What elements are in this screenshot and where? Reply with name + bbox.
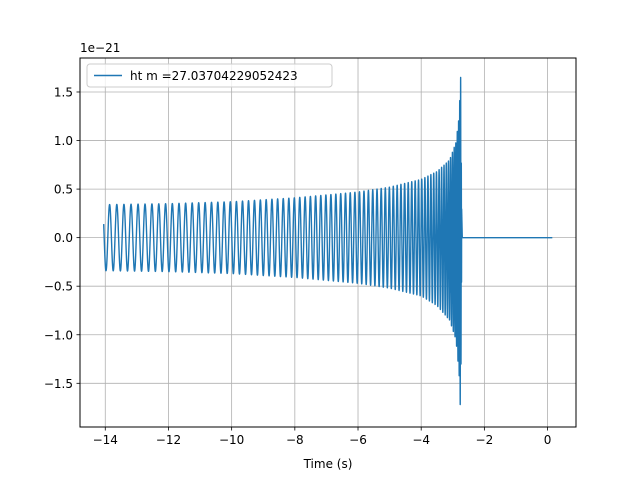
x-tick-label: −14 xyxy=(93,433,118,447)
x-tick-label: −12 xyxy=(156,433,181,447)
legend-entry: ht m =27.03704229052423 xyxy=(130,69,298,83)
y-tick-label: 0.5 xyxy=(54,183,73,197)
legend-box xyxy=(86,63,333,88)
y-tick-label: −0.5 xyxy=(44,280,73,294)
x-tick-label: −10 xyxy=(219,433,244,447)
y-tick-label: 1.5 xyxy=(54,85,73,99)
x-tick-label: 0 xyxy=(544,433,552,447)
x-tick-label: −6 xyxy=(349,433,367,447)
x-tick-label: −4 xyxy=(412,433,430,447)
ticks-layer: −14 −12 −10 −8 −6 −4 −2 0 −1.5 −1.0 −0.5 0.0 0.5 1.0 1… xyxy=(44,85,552,447)
y-tick-label: −1.5 xyxy=(44,377,73,391)
series-line-ht xyxy=(102,76,553,406)
y-tick-label: 0.0 xyxy=(54,231,73,245)
y-tick-label: 1.0 xyxy=(54,134,73,148)
y-tick-label: −1.0 xyxy=(44,328,73,342)
x-tick-label: −2 xyxy=(476,433,494,447)
x-tick-label: −8 xyxy=(286,433,304,447)
plot-frame xyxy=(79,57,577,428)
y-offset-label: 1e−21 xyxy=(80,41,120,55)
plot-layer xyxy=(102,76,553,406)
x-axis-label: Time (s) xyxy=(303,457,353,471)
legend: ht m =27.03704229052423 xyxy=(86,63,333,88)
